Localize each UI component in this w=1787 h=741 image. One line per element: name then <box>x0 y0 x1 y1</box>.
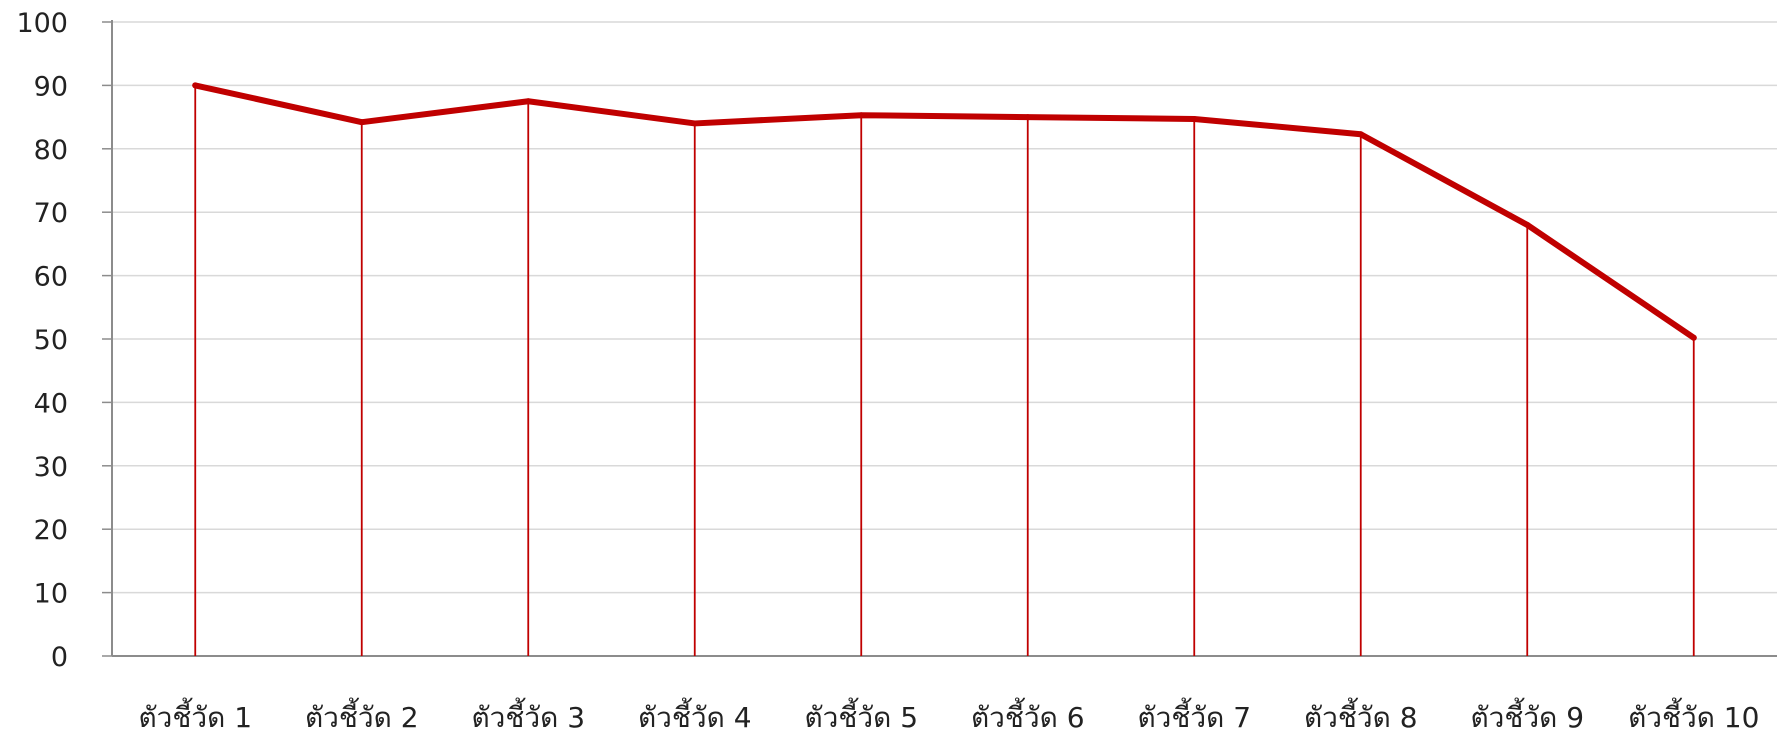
axes <box>102 20 1777 657</box>
x-tick-label: ตัวชี้วัด 9 <box>1470 697 1584 734</box>
data-point <box>691 120 698 127</box>
data-point <box>1524 221 1531 228</box>
gridlines <box>112 21 1777 594</box>
x-tick-label: ตัวชี้วัด 10 <box>1628 697 1759 734</box>
data-point <box>858 112 865 119</box>
x-tick-label: ตัวชี้วัด 6 <box>971 697 1085 734</box>
y-tick-label: 0 <box>51 642 68 673</box>
data-point <box>1191 116 1198 123</box>
y-tick-label: 60 <box>34 262 68 293</box>
y-tick-label: 40 <box>34 388 68 419</box>
x-tick-label: ตัวชี้วัด 3 <box>471 697 585 734</box>
x-tick-labels: ตัวชี้วัด 1 ตัวชี้วัด 2 ตัวชี้วัด 3 ตัวชี้ว… <box>138 697 1759 734</box>
x-tick-label: ตัวชี้วัด 2 <box>305 697 419 734</box>
y-tick-label: 80 <box>34 135 68 166</box>
y-tick-label: 100 <box>16 8 68 39</box>
x-tick-label: ตัวชี้วัด 8 <box>1304 697 1418 734</box>
x-tick-label: ตัวชี้วัด 5 <box>804 697 918 734</box>
y-tick-label: 90 <box>34 71 68 102</box>
y-tick-label: 10 <box>34 579 68 610</box>
data-point <box>1024 114 1031 121</box>
data-point <box>525 98 532 105</box>
data-point <box>1357 131 1364 138</box>
x-tick-label: ตัวชี้วัด 1 <box>138 697 252 734</box>
drop-lines <box>194 85 1695 656</box>
series-line <box>192 82 1697 341</box>
y-tick-labels: 0 10 20 30 40 50 60 70 80 90 100 <box>16 8 68 673</box>
y-tick-label: 30 <box>34 452 68 483</box>
y-tick-label: 20 <box>34 515 68 546</box>
data-point <box>1690 334 1697 341</box>
data-point <box>358 119 365 126</box>
x-tick-label: ตัวชี้วัด 4 <box>638 697 752 734</box>
x-tick-label: ตัวชี้วัด 7 <box>1137 697 1251 734</box>
series-layer <box>192 82 1697 341</box>
y-tick-label: 70 <box>34 198 68 229</box>
y-tick-label: 50 <box>34 325 68 356</box>
data-point <box>192 82 199 89</box>
